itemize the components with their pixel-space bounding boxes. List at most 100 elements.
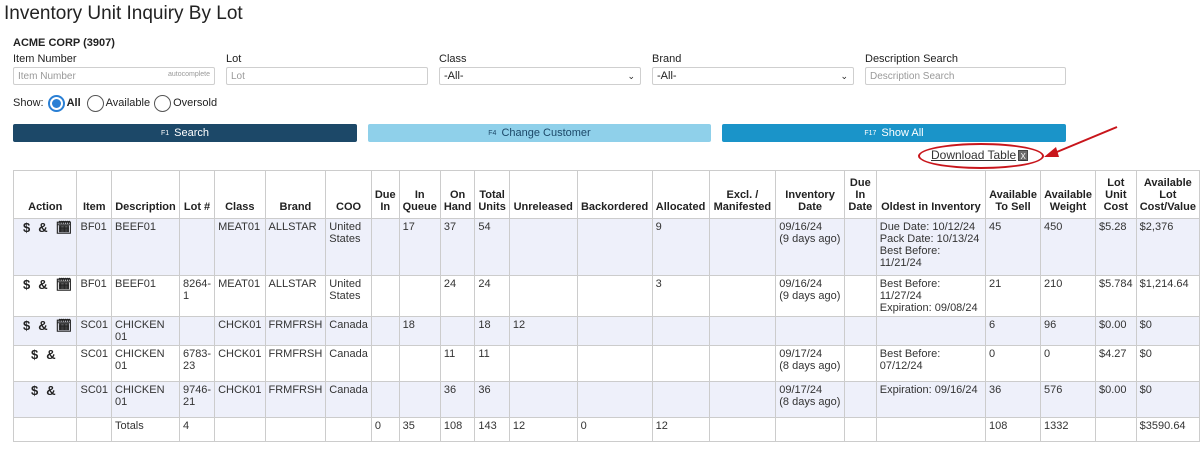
dollar-icon[interactable]: $: [23, 277, 31, 292]
cell-due-in-date: [843, 275, 877, 317]
inventory-date: 09/16/24: [779, 278, 823, 290]
col-in-queue[interactable]: In Queue: [398, 170, 441, 219]
col-due-in[interactable]: Due In: [370, 170, 400, 219]
change-customer-label: Change Customer: [501, 127, 591, 139]
col-allocated[interactable]: Allocated: [651, 170, 710, 219]
cell-unreleased: [508, 345, 578, 382]
col-brand[interactable]: Brand: [264, 170, 327, 219]
change-customer-button[interactable]: F4 Change Customer: [368, 124, 711, 142]
cell-excl: [708, 275, 777, 317]
cell-excl: [708, 218, 777, 276]
cell-unreleased: [508, 381, 578, 418]
cell-in-queue: [398, 275, 441, 317]
cell-lot: [178, 316, 216, 346]
totals-row: Totals 4 0 35 108 143 12 0 12 108 1332 $…: [12, 417, 1200, 442]
inventory-table: Action Item Description Lot # Class Bran…: [12, 170, 1200, 442]
class-filter: Class -All- ⌄: [439, 53, 641, 85]
col-available-to-sell[interactable]: Available To Sell: [985, 170, 1042, 219]
cell-oldest: Due Date: 10/12/24 Pack Date: 10/13/24 Bes…: [875, 218, 987, 276]
cell-empty: [875, 417, 987, 442]
cell-total-units: 11: [474, 345, 510, 382]
dollar-icon[interactable]: $: [31, 347, 39, 362]
cell-on-hand: 24: [439, 275, 476, 317]
link-icon[interactable]: &: [38, 220, 48, 235]
cell-lot: 8264-1: [178, 275, 216, 317]
link-icon[interactable]: &: [38, 277, 48, 292]
col-total-units[interactable]: Total Units: [474, 170, 510, 219]
col-backordered[interactable]: Backordered: [576, 170, 653, 219]
col-inventory-date[interactable]: Inventory Date: [775, 170, 845, 219]
cell-inventory-date: 09/16/24 (9 days ago): [775, 275, 845, 317]
col-action[interactable]: Action: [12, 170, 78, 219]
action-cell: $ & 🗓: [12, 275, 78, 317]
cell-lot-unit-cost: $4.27: [1095, 345, 1137, 382]
cell-inventory-date: 09/17/24 (8 days ago): [775, 381, 845, 418]
description-filter: Description Search Description Search: [865, 53, 1066, 85]
class-select[interactable]: -All- ⌄: [439, 67, 641, 85]
cell-lot-unit-cost: $0.00: [1095, 316, 1137, 346]
show-label: Show:: [13, 97, 44, 109]
item-number-placeholder: Item Number: [18, 71, 76, 82]
col-lot-cost-value[interactable]: Available Lot Cost/Value: [1135, 170, 1200, 219]
link-icon[interactable]: &: [46, 347, 56, 362]
cell-inventory-date: [775, 316, 845, 346]
class-value: -All-: [444, 70, 464, 82]
col-description[interactable]: Description: [111, 170, 180, 219]
total-due-in: 0: [370, 417, 400, 442]
col-due-in-date[interactable]: Due In Date: [843, 170, 877, 219]
cell-available-to-sell: 0: [985, 345, 1042, 382]
calendar-icon[interactable]: 🗓: [55, 220, 73, 235]
col-coo[interactable]: COO: [325, 170, 372, 219]
cell-empty: [1095, 417, 1137, 442]
col-lot[interactable]: Lot #: [178, 170, 216, 219]
col-on-hand[interactable]: On Hand: [439, 170, 476, 219]
cell-class: MEAT01: [214, 275, 266, 317]
autocomplete-hint: autocomplete: [167, 71, 210, 78]
radio-available-label[interactable]: Available: [105, 97, 151, 109]
calendar-icon[interactable]: 🗓: [55, 277, 73, 292]
cell-on-hand: 36: [439, 381, 476, 418]
link-icon[interactable]: &: [38, 318, 48, 333]
col-unreleased[interactable]: Unreleased: [508, 170, 578, 219]
oldest-line: Expiration: 09/08/24: [879, 302, 978, 314]
action-cell: $ & 🗓: [12, 316, 78, 346]
dollar-icon[interactable]: $: [23, 318, 31, 333]
cell-backordered: [576, 381, 653, 418]
cell-empty: [12, 417, 78, 442]
radio-all-label[interactable]: All: [66, 97, 81, 109]
col-excl-manifested[interactable]: Excl. / Manifested: [708, 170, 777, 219]
cell-lot-cost-value: $0: [1135, 345, 1200, 382]
col-oldest[interactable]: Oldest in Inventory: [875, 170, 987, 219]
col-item[interactable]: Item: [76, 170, 113, 219]
col-class[interactable]: Class: [214, 170, 266, 219]
cell-unreleased: [508, 218, 578, 276]
class-label: Class: [439, 53, 467, 65]
radio-all[interactable]: [47, 94, 65, 112]
radio-oversold[interactable]: [154, 94, 172, 112]
lot-input[interactable]: Lot: [226, 67, 428, 85]
radio-available[interactable]: [86, 94, 104, 112]
link-icon[interactable]: &: [46, 383, 56, 398]
cell-inventory-date: 09/16/24 (9 days ago): [775, 218, 845, 276]
search-button[interactable]: F1 Search: [13, 124, 357, 142]
total-available-weight: 1332: [1040, 417, 1097, 442]
calendar-icon[interactable]: 🗓: [55, 318, 73, 333]
total-allocated: 12: [651, 417, 710, 442]
change-customer-shortcut: F4: [488, 129, 497, 137]
table-row: $ & 🗓 BF01 BEEF01 8264-1 MEAT01 ALLSTAR Un…: [12, 275, 1200, 317]
inventory-date: 09/17/24: [779, 348, 823, 360]
description-search-input[interactable]: Description Search: [865, 67, 1066, 85]
item-number-input[interactable]: Item Number autocomplete: [13, 67, 215, 85]
radio-oversold-label[interactable]: Oversold: [173, 97, 218, 109]
cell-description: BEEF01: [111, 218, 180, 276]
total-unreleased: 12: [508, 417, 578, 442]
show-all-button[interactable]: F17 Show All: [722, 124, 1066, 142]
cell-due-in-date: [843, 345, 877, 382]
dollar-icon[interactable]: $: [31, 383, 39, 398]
oldest-line: Due Date: 10/12/24: [879, 221, 976, 233]
dollar-icon[interactable]: $: [23, 220, 31, 235]
col-lot-unit-cost[interactable]: Lot Unit Cost: [1095, 170, 1137, 219]
col-available-weight[interactable]: Available Weight: [1040, 170, 1097, 219]
cell-due-in: [370, 275, 400, 317]
brand-select[interactable]: -All- ⌄: [652, 67, 854, 85]
